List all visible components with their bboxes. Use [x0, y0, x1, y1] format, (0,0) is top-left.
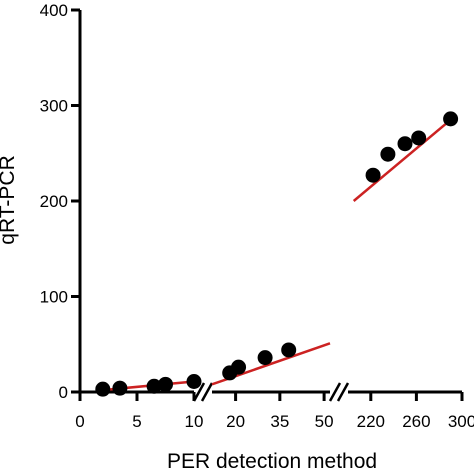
- tick-labels: 0 100 200 300 400 0 5 10 20 35 50 220 260 300: [40, 1, 474, 431]
- data-point: [365, 167, 381, 183]
- y-tick-label: 200: [40, 192, 68, 211]
- x-tick-label: 5: [132, 412, 141, 431]
- y-tick-label: 300: [40, 97, 68, 116]
- data-point: [281, 342, 297, 358]
- data-point: [380, 146, 396, 162]
- axis-break-mark: [336, 382, 350, 402]
- y-tick-label: 400: [40, 1, 68, 20]
- x-tick-label: 50: [315, 412, 334, 431]
- data-points: [95, 111, 459, 397]
- x-axis-title: PER detection method: [167, 450, 377, 473]
- data-point: [257, 350, 273, 366]
- x-tick-label: 10: [185, 412, 204, 431]
- axis-break-mark: [328, 382, 342, 402]
- axes: [71, 8, 464, 402]
- x-tick-label: 0: [75, 412, 84, 431]
- data-point: [231, 359, 247, 375]
- data-point: [186, 373, 202, 389]
- fit-lines: [102, 116, 454, 392]
- data-point: [95, 381, 111, 397]
- data-point: [397, 136, 413, 152]
- axis-break-mark: [192, 382, 206, 402]
- data-point: [411, 130, 427, 146]
- x-tick-label: 35: [270, 412, 289, 431]
- data-point: [443, 111, 459, 127]
- y-tick-label: 0: [59, 383, 68, 402]
- data-point: [146, 378, 162, 394]
- x-tick-label: 260: [402, 412, 430, 431]
- data-point: [112, 380, 128, 396]
- data-point: [158, 376, 173, 392]
- x-tick-label: 20: [226, 412, 245, 431]
- y-axis-title: qRT-PCR: [0, 155, 19, 244]
- x-tick-label: 300: [448, 412, 474, 431]
- y-tick-label: 100: [40, 288, 68, 307]
- fit-line: [352, 116, 454, 202]
- axis-break-mark: [200, 382, 214, 402]
- x-tick-label: 220: [357, 412, 385, 431]
